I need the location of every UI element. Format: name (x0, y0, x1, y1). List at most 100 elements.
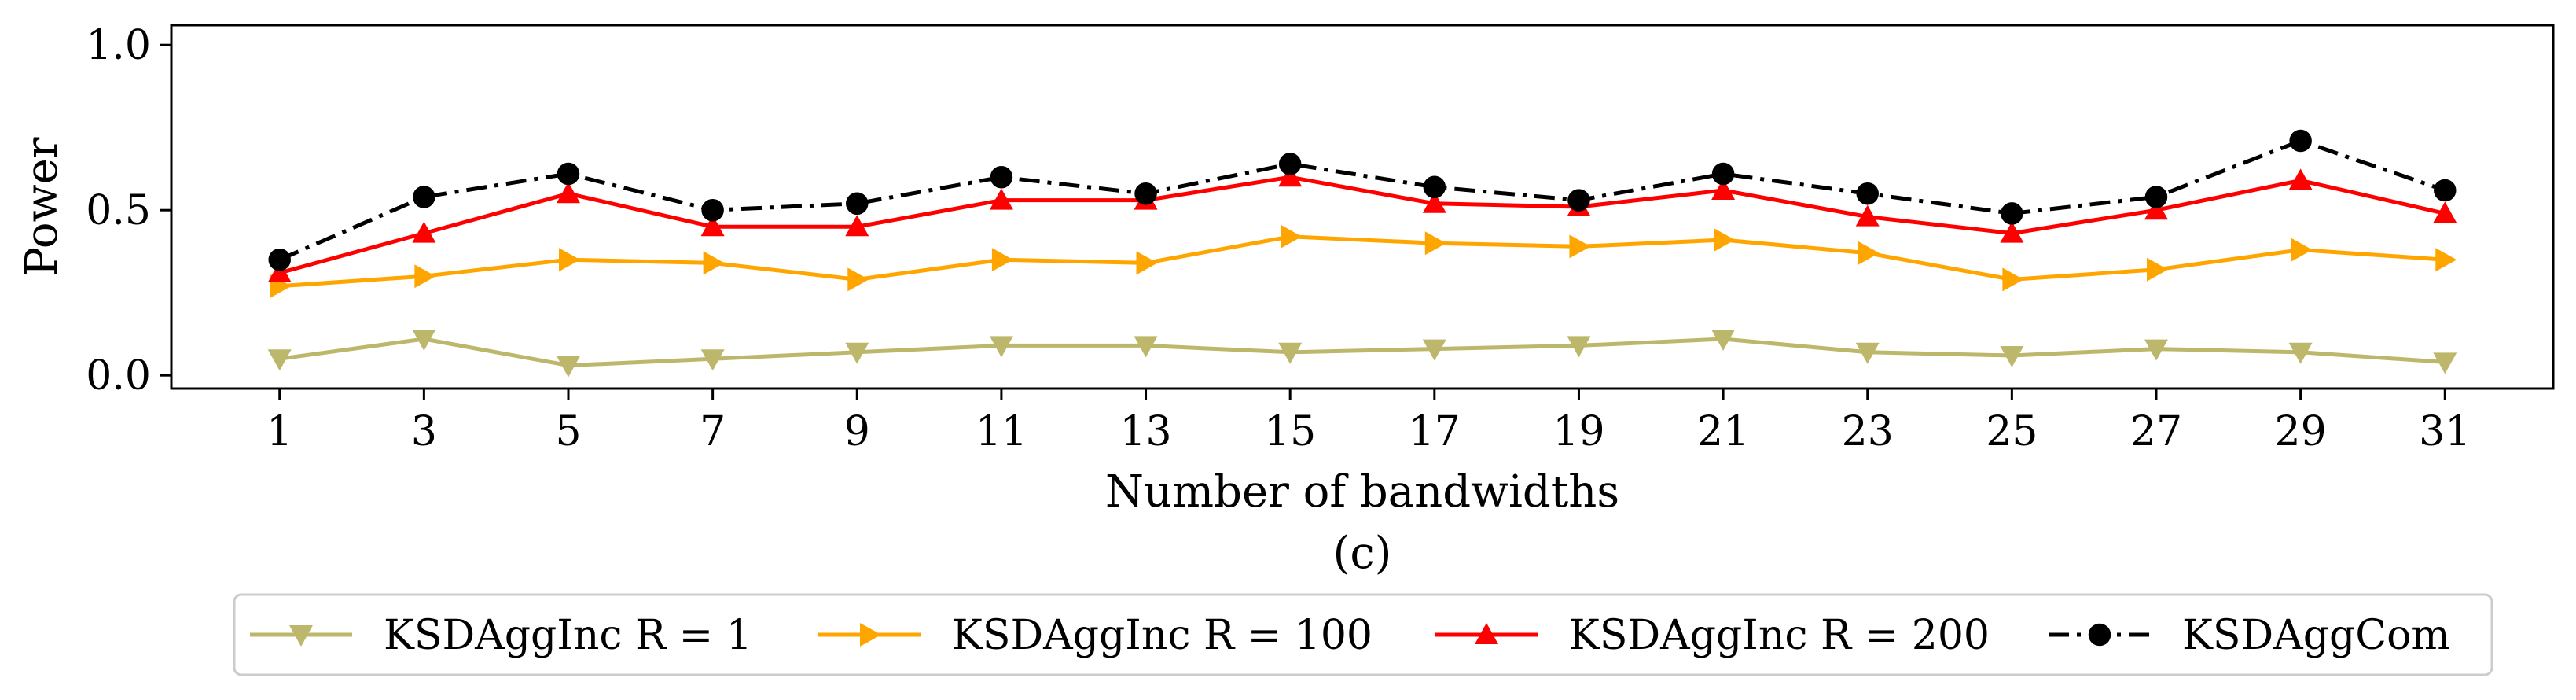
x-tick-label: 23 (1842, 408, 1894, 455)
data-point (989, 336, 1013, 358)
y-axis-label: Power (17, 137, 68, 276)
series-1 (267, 330, 2457, 378)
y-tick-label: 1.0 (86, 22, 151, 69)
legend-entry: KSDAggInc R = 1 (250, 612, 752, 659)
data-point (701, 198, 724, 222)
data-point (2291, 238, 2313, 262)
data-point (845, 215, 869, 237)
series-line (279, 175, 2446, 275)
y-tick-label: 0.0 (86, 352, 151, 400)
data-point (989, 188, 1013, 210)
data-point (1714, 228, 1736, 252)
data-point (1278, 153, 1302, 175)
x-tick-label: 15 (1264, 408, 1316, 455)
legend-label: KSDAggInc R = 100 (952, 612, 1373, 659)
y-axis: 0.0 0.5 1.0 (86, 22, 171, 400)
data-point (1567, 189, 1590, 212)
data-point (1856, 182, 1879, 205)
data-point (1855, 342, 1880, 364)
series-4 (268, 129, 2457, 271)
data-point (2144, 186, 2168, 208)
data-point (700, 215, 725, 237)
data-point (557, 182, 580, 204)
series-line (278, 138, 2446, 262)
data-point (1711, 179, 1736, 200)
data-point (2144, 198, 2168, 220)
data-point (1424, 231, 1446, 256)
series-line (279, 234, 2446, 289)
data-point (2144, 339, 2168, 361)
data-point (1134, 182, 1157, 205)
data-point (2288, 168, 2313, 190)
data-point (1423, 175, 1446, 199)
sub-caption: (c) (1332, 528, 1391, 579)
data-point (1422, 191, 1446, 213)
x-tick-label: 21 (1697, 408, 1749, 455)
data-point (412, 330, 436, 351)
data-point (2433, 201, 2457, 223)
x-tick-label: 13 (1119, 408, 1171, 455)
data-point (1711, 330, 1736, 351)
x-tick-label: 5 (555, 408, 581, 455)
data-point (267, 261, 292, 282)
series-line (279, 337, 2446, 368)
x-tick-label: 27 (2130, 408, 2182, 455)
data-point (1858, 241, 1880, 265)
data-point (1855, 204, 1880, 227)
series-3 (267, 165, 2457, 282)
data-point (557, 356, 580, 378)
data-point (1569, 234, 1591, 259)
data-point (1422, 339, 1446, 361)
x-tick-label: 29 (2275, 408, 2327, 455)
data-point (2289, 129, 2312, 153)
data-point (2147, 257, 2168, 282)
data-point (557, 162, 580, 186)
x-tick-label: 19 (1553, 408, 1604, 455)
data-point (847, 267, 869, 292)
legend-marker (1475, 623, 1498, 644)
data-point (846, 192, 869, 216)
x-axis: 1 3 5 7 9 11 13 15 17 19 21 23 25 27 29 31 (266, 389, 2471, 455)
legend-frame (233, 593, 2493, 676)
data-point (1278, 342, 1303, 364)
data-point (2001, 202, 2023, 225)
legend-entry: KSDAggCom (2049, 612, 2450, 659)
data-point (990, 165, 1013, 189)
data-point (2000, 221, 2024, 243)
legend-marker (2088, 623, 2111, 647)
data-point (1711, 162, 1735, 186)
data-point (414, 264, 436, 289)
x-tick-label: 11 (976, 408, 1027, 455)
x-axis-label: Number of bandwidths (1105, 466, 1619, 518)
x-tick-label: 31 (2419, 408, 2471, 455)
data-point (1281, 224, 1303, 249)
x-tick-label: 17 (1409, 408, 1461, 455)
data-point (2433, 352, 2457, 374)
data-point (1134, 336, 1158, 358)
data-point (2002, 267, 2024, 292)
data-point (2435, 248, 2457, 272)
legend-marker (289, 625, 313, 647)
data-point (413, 186, 435, 208)
legend: KSDAggInc R = 1 KSDAggInc R = 100 KSDAggIn… (233, 593, 2493, 676)
legend-entry: KSDAggInc R = 200 (1435, 612, 1990, 659)
x-tick-label: 3 (411, 408, 437, 455)
y-tick-label: 0.5 (86, 187, 151, 234)
x-tick-label: 1 (266, 408, 292, 455)
data-point (559, 248, 580, 272)
data-point (2000, 346, 2024, 367)
legend-label: KSDAggInc R = 1 (384, 612, 752, 659)
legend-entry: KSDAggInc R = 100 (818, 612, 1373, 659)
data-point (700, 349, 725, 371)
legend-marker (860, 623, 881, 647)
legend-label: KSDAggInc R = 200 (1569, 612, 1990, 659)
data-point (267, 349, 292, 371)
x-tick-label: 7 (700, 408, 726, 455)
data-point (268, 248, 291, 271)
data-point (412, 221, 436, 243)
legend-label: KSDAggCom (2182, 612, 2450, 659)
legend-entries: KSDAggInc R = 1 KSDAggInc R = 100 KSDAggIn… (250, 612, 2450, 659)
x-tick-label: 9 (844, 408, 870, 455)
plot-area (267, 129, 2457, 378)
